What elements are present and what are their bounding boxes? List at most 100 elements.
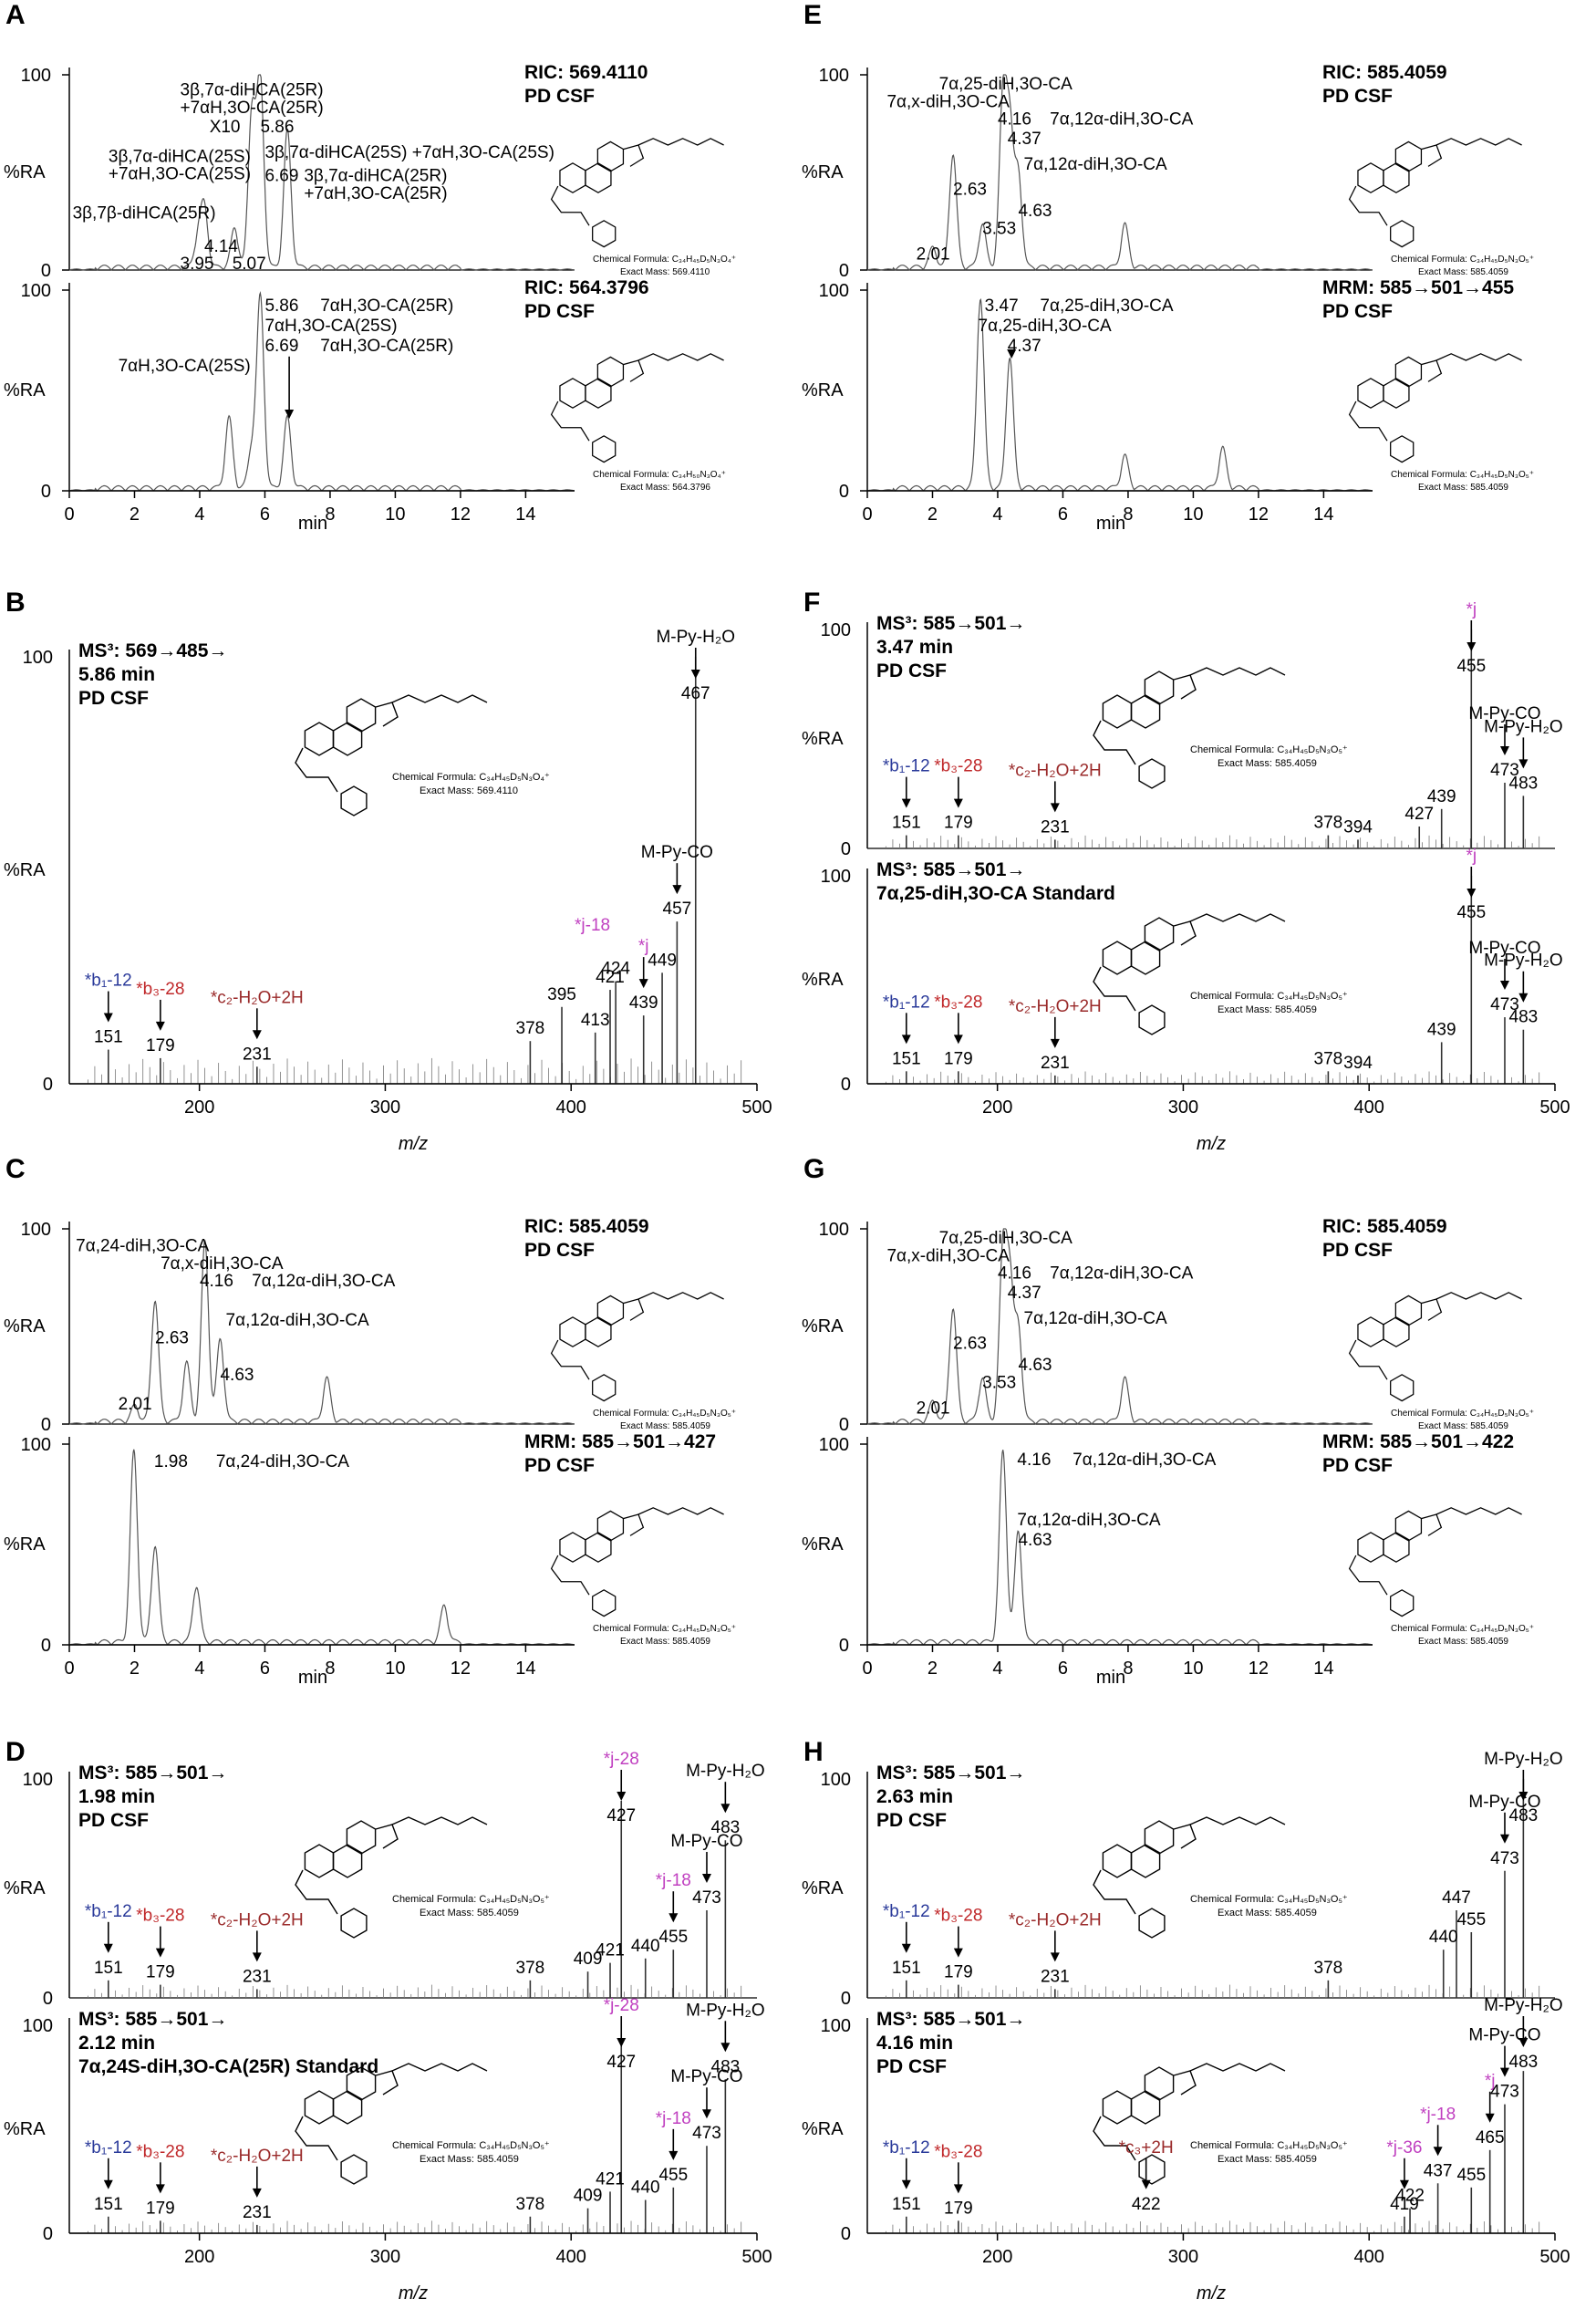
fragment-annotation: *b₃-28 [934,757,982,776]
pyridinium-ring [1138,1004,1166,1035]
x-tick-label: 300 [1168,1097,1198,1118]
chemical-formula: Chemical Formula: C₃₄H₄₅D₅N₃O₅⁺ [1391,470,1534,480]
peak-mz-label: 231 [243,1045,272,1064]
peak-mz-label: 378 [516,1959,545,1978]
peak-annotation: 3β,7β-diHCA(25R) [73,203,216,223]
panel-letter: A [5,0,26,30]
ring [585,162,612,193]
panel-letter: B [5,588,26,618]
spectrum-title: PD CSF [78,1810,149,1831]
chemical-formula: Chemical Formula: C₃₄H₄₅D₅N₃O₅⁺ [593,1409,736,1419]
x-tick-label: 10 [385,1659,405,1679]
peak-mz-label: 231 [1041,1967,1070,1986]
ring [1394,356,1423,388]
y-tick-label: 100 [819,1220,849,1240]
ring [1421,1298,1443,1321]
trace-title: RIC: 569.4110 [524,62,648,83]
y-tick-label: 100 [819,66,849,86]
x-tick-label: 14 [515,504,535,525]
fragment-annotation: *b₃-28 [136,1907,184,1926]
y-tick-label: 100 [21,1435,51,1455]
fragment-annotation: M-Py-CO [641,843,713,862]
peak-mz-label: 231 [1041,817,1070,837]
peak-mz-label: 455 [658,1928,688,1947]
peak-annotation: 4.16 [998,1264,1031,1284]
exact-mass: Exact Mass: 585.4059 [1218,758,1317,769]
peak-mz-label: 179 [944,814,973,833]
peak-mz-label: 179 [146,1963,175,1982]
peak-annotation: +7αH,3O-CA(25R) [304,184,447,203]
y-tick-label: 100 [21,66,51,86]
peak-annotation: 2.63 [155,1328,189,1347]
fragment-annotation: *j [1485,2072,1496,2091]
x-axis-label: min [298,1668,327,1688]
ring [1130,1844,1161,1878]
annotation-arrowhead [638,979,648,989]
peak-annotation: 7α,12α-diH,3O-CA [226,1311,369,1330]
fragment-annotation: *b₁-12 [883,2138,930,2158]
peak-mz-label: 231 [243,2203,272,2222]
peak-annotation: 7αH,3O-CA(25S) [119,357,251,376]
pyridinium-ring [1390,1589,1415,1617]
annotation-arrowhead [617,1792,627,1801]
chemical-formula: Chemical Formula: C₃₄H₄₅D₅N₃O₅⁺ [593,1624,736,1634]
x-tick-label: 4 [194,1659,204,1679]
peak-mz-label: 378 [1314,1049,1343,1068]
annotation-arrowhead [155,1948,165,1958]
pyridinium-ring [1138,758,1166,789]
ring [1173,2070,1197,2095]
x-tick-label: 4 [992,1659,1002,1679]
peak-annotation: 3β,7α-diHCA(25S) [109,147,251,166]
annotation-arrowhead [901,1943,911,1953]
x-tick-label: 14 [515,1659,535,1679]
peak-mz-label: 409 [574,2187,603,2206]
molecule-structure [295,694,488,816]
peak-annotation: 7α,12α-diH,3O-CA [1017,1511,1160,1530]
side-chain [1435,353,1522,361]
ring [1394,1510,1423,1542]
molecule-structure [295,1816,488,1939]
fragment-annotation: M-Py-CO [1468,2026,1540,2045]
peak-annotation: 7α,12α-diH,3O-CA [1050,1264,1193,1284]
x-tick-label: 10 [385,504,405,525]
ring [1357,1532,1384,1563]
panel-D: D 100 0 %RA MS³: 585→501→ 1.98 min PD CSF Chemi… [4,1737,772,2303]
pyridinium-ring [592,1374,617,1402]
pyridinium-ring [340,1908,368,1939]
annotation-arrowhead [1499,1834,1509,1844]
annotation-arrowhead [953,798,963,808]
hydrazone [1093,720,1136,765]
y-tick-label: 0 [839,1636,849,1656]
peak-mz-label: 427 [606,2053,636,2072]
spectrum-title: 5.86 min [78,664,155,685]
panel-B: B 100 0 %RA MS³: 569→485→ 5.86 min PD CSF Chemi… [4,588,772,1154]
side-chain [1189,667,1286,676]
pyridinium-ring [340,2154,368,2185]
y-tick-label: 0 [43,2224,53,2244]
y-axis-label: %RA [4,1878,46,1898]
x-tick-label: 6 [1058,1659,1068,1679]
peak-annotation: 1.98 [154,1452,188,1471]
peak-mz-label: 394 [1343,817,1373,837]
annotation-arrowhead [1007,349,1017,359]
peak-mz-label: 179 [146,1036,175,1056]
molecule-structure [1093,913,1286,1035]
y-axis-label: %RA [4,860,46,880]
side-chain [391,1816,488,1825]
y-tick-label: 100 [819,1435,849,1455]
exact-mass: Exact Mass: 569.4110 [420,785,518,796]
molecule-structure [550,138,724,248]
annotation-arrowhead [953,1035,963,1045]
annotation-arrowhead [1518,1792,1529,1801]
trace-sample: PD CSF [1322,1240,1393,1261]
side-chain [637,1507,724,1515]
spectrum-title: MS³: 585→501→ [876,1763,1025,1783]
peak-mz-label: 447 [1442,1888,1471,1908]
chemical-formula: Chemical Formula: C₃₄H₄₅D₅N₃O₅⁺ [1190,744,1348,755]
x-tick-label: 500 [1539,2247,1570,2267]
annotation-arrowhead [1466,889,1477,898]
ring [623,1513,645,1536]
peak-annotation: 5.86 [260,118,294,137]
peak-mz-label: 378 [1314,1959,1343,1978]
peak-annotation: 4.63 [1018,1531,1052,1550]
